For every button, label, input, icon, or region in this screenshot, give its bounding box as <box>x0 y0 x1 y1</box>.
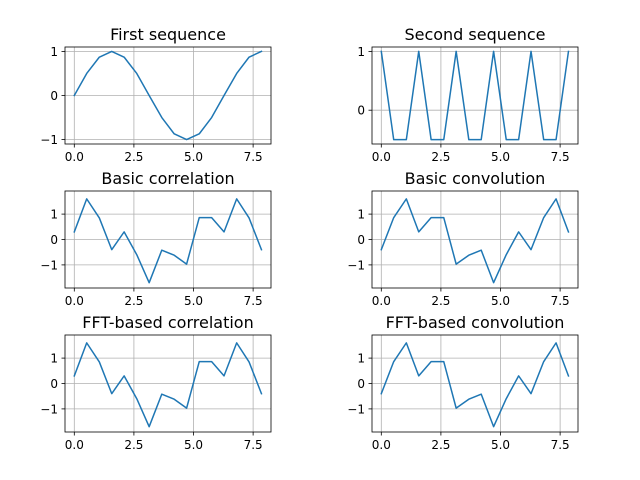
y-tick-label: 1 <box>50 352 58 366</box>
x-tick-label: 2.5 <box>431 150 450 164</box>
y-tick-label: 1 <box>357 208 365 222</box>
subplot-fft-correlation: FFT-based correlation 0.0 2.5 5.0 7.5 −1 0 1 <box>40 313 272 452</box>
x-tick-label: 0.0 <box>372 294 391 308</box>
x-tick-label: 7.5 <box>244 150 263 164</box>
subplot-basic-correlation: Basic correlation 0.0 2.5 5.0 7.5 −1 0 1 <box>40 169 272 308</box>
subplot-title: FFT-based correlation <box>82 313 253 332</box>
y-tick-label: −1 <box>40 258 58 272</box>
x-tick-label: 0.0 <box>372 150 391 164</box>
series-line <box>73 342 263 428</box>
subplot-title: Second sequence <box>404 25 545 44</box>
x-tick-label: 2.5 <box>431 438 450 452</box>
series-line <box>73 50 263 141</box>
x-tick-label: 0.0 <box>372 438 391 452</box>
x-tick-label: 5.0 <box>491 438 510 452</box>
subplot-title: Basic convolution <box>405 169 546 188</box>
x-tick-label: 5.0 <box>491 150 510 164</box>
series-line <box>380 342 570 428</box>
y-tick-label: 0 <box>50 377 58 391</box>
x-tick-label: 2.5 <box>431 294 450 308</box>
y-tick-label: −1 <box>40 133 58 147</box>
x-tick-label: 0.0 <box>65 150 84 164</box>
series-line <box>380 50 570 141</box>
y-tick-label: 1 <box>357 352 365 366</box>
subplot-title: FFT-based convolution <box>386 313 565 332</box>
x-tick-label: 7.5 <box>244 438 263 452</box>
x-tick-label: 7.5 <box>244 294 263 308</box>
series-line <box>73 198 263 284</box>
x-tick-label: 2.5 <box>124 294 143 308</box>
x-tick-label: 7.5 <box>551 438 570 452</box>
x-tick-label: 5.0 <box>184 150 203 164</box>
x-tick-label: 7.5 <box>551 294 570 308</box>
y-tick-label: 0 <box>357 377 365 391</box>
y-tick-label: 1 <box>50 208 58 222</box>
x-tick-label: 5.0 <box>184 438 203 452</box>
x-tick-label: 0.0 <box>65 294 84 308</box>
x-tick-label: 7.5 <box>551 150 570 164</box>
x-tick-label: 2.5 <box>124 150 143 164</box>
x-tick-label: 2.5 <box>124 438 143 452</box>
x-tick-label: 0.0 <box>65 438 84 452</box>
y-tick-label: −1 <box>347 258 365 272</box>
y-tick-label: 0 <box>357 104 365 118</box>
subplot-title: First sequence <box>110 25 226 44</box>
axes-frame <box>371 46 579 145</box>
y-tick-label: 1 <box>357 45 365 59</box>
y-tick-label: −1 <box>347 402 365 416</box>
x-tick-label: 5.0 <box>184 294 203 308</box>
y-tick-label: 0 <box>357 233 365 247</box>
y-tick-label: −1 <box>40 402 58 416</box>
subplot-basic-convolution: Basic convolution 0.0 2.5 5.0 7.5 −1 0 1 <box>347 169 579 308</box>
x-tick-label: 5.0 <box>491 294 510 308</box>
y-tick-label: 1 <box>50 45 58 59</box>
y-tick-label: 0 <box>50 233 58 247</box>
series-line <box>380 198 570 284</box>
subplot-second-sequence: Second sequence 0.0 2.5 5.0 7.5 0 1 <box>357 25 579 164</box>
subplot-first-sequence: First sequence 0.0 2.5 5.0 7.5 −1 0 1 <box>40 25 272 164</box>
y-tick-label: 0 <box>50 89 58 103</box>
subplot-title: Basic correlation <box>101 169 234 188</box>
subplot-fft-convolution: FFT-based convolution 0.0 2.5 5.0 7.5 −1 0 1 <box>347 313 579 452</box>
